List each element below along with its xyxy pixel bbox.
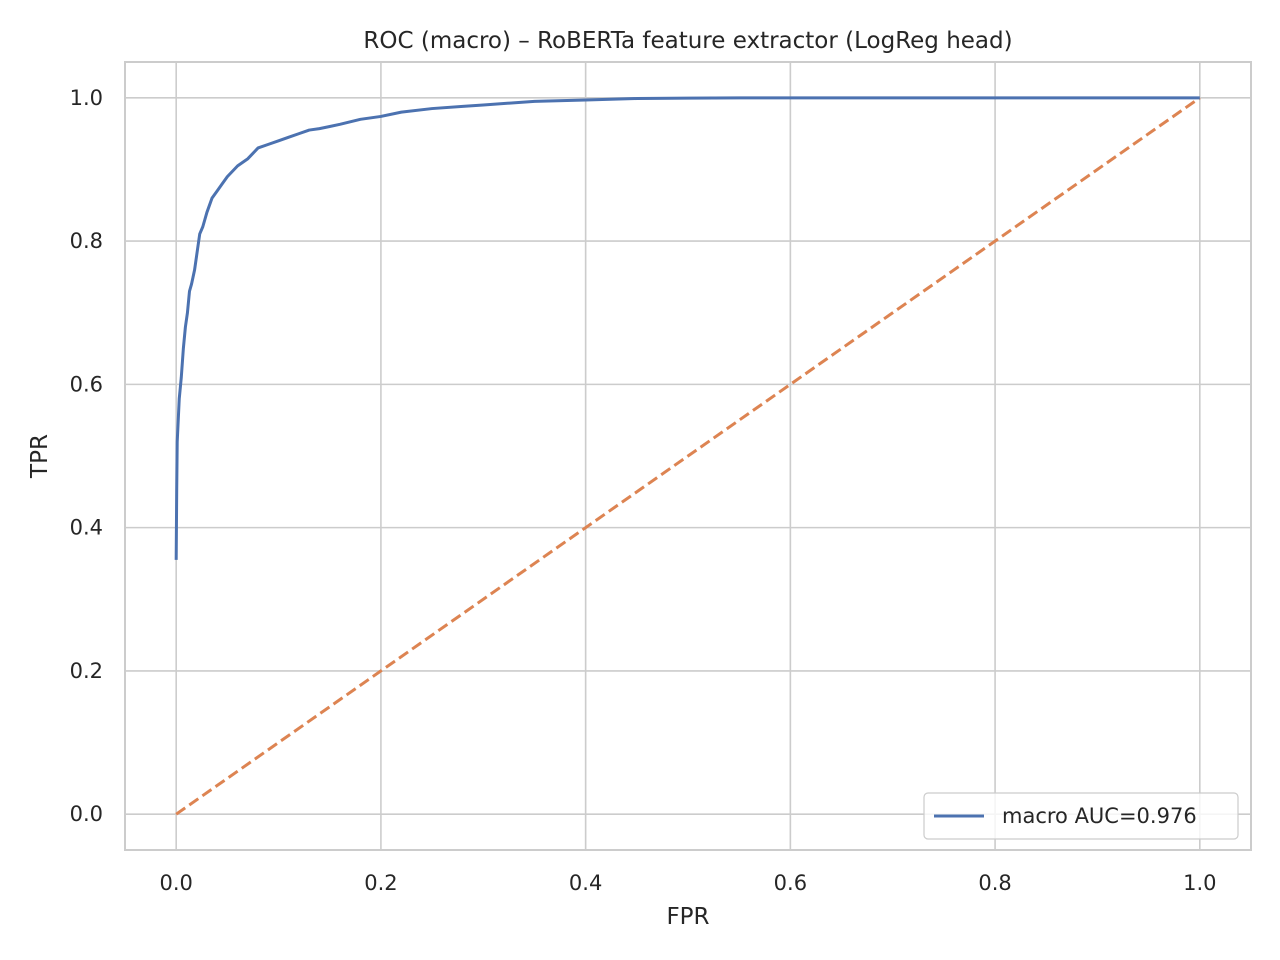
y-tick-label: 0.6	[70, 372, 103, 396]
x-axis-label: FPR	[666, 904, 709, 930]
chart-title: ROC (macro) – RoBERTa feature extractor …	[363, 28, 1012, 54]
series-layer	[174, 96, 1201, 816]
roc-curve-macro	[174, 96, 1200, 560]
x-tick-label: 0.4	[569, 871, 602, 895]
y-tick-label: 1.0	[70, 86, 103, 110]
y-tick-label: 0.2	[70, 659, 103, 683]
legend-label-macro: macro AUC=0.976	[1002, 804, 1197, 828]
x-tick-label: 1.0	[1183, 871, 1216, 895]
legend-box	[923, 792, 1239, 840]
tick-labels: 0.0 0.2 0.4 0.6 0.8 1.0 0.0 0.2 0.4 0.6 0.8 1.0	[70, 86, 1217, 895]
plot-frame	[124, 61, 1252, 851]
x-tick-label: 0.2	[364, 871, 397, 895]
chance-diagonal-line	[175, 96, 1201, 816]
y-tick-label: 0.8	[70, 229, 103, 253]
x-tick-label: 0.0	[159, 871, 192, 895]
legend: macro AUC=0.976	[923, 792, 1239, 840]
y-axis-label: TPR	[27, 434, 53, 479]
x-tick-label: 0.8	[978, 871, 1011, 895]
y-tick-label: 0.0	[70, 802, 103, 826]
y-tick-label: 0.4	[70, 516, 103, 540]
x-tick-label: 0.6	[774, 871, 807, 895]
